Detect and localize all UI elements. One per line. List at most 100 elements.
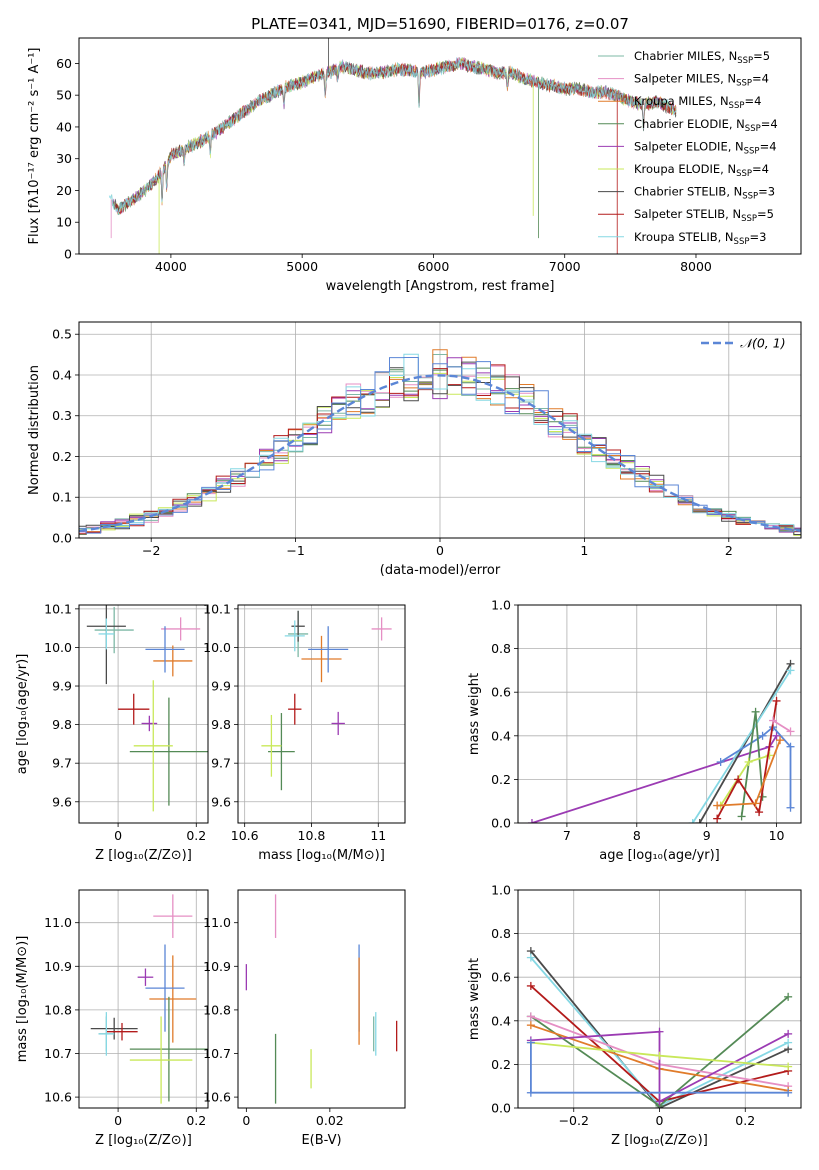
axes-frame [78,37,802,255]
x-tick-label: 0.02 [316,1113,344,1128]
errorbar-point [94,606,134,654]
x-tick-label: −2 [142,543,160,558]
histogram-step [79,357,801,533]
weight-marker [751,707,760,716]
weight-marker [784,1062,793,1071]
y-tick-label: 0.8 [491,641,511,656]
y-tick-label: 50 [56,88,72,103]
weight-marker [695,819,704,823]
x-tick-label: 0.2 [735,1113,755,1128]
weight-line [716,700,778,820]
weight-marker [772,731,781,740]
y-tick-label: 10.1 [203,601,231,616]
axes-frame [517,889,802,1109]
y-tick-label: 30 [56,151,72,166]
histogram-step [79,349,801,533]
y-tick-label: 0.6 [491,685,511,700]
age-weight-panel: 7 8 9 10 0.0 0.2 0.4 0.6 0.8 1.0 age [log₁₀(age/yr… [467,598,802,863]
weight-marker [786,742,795,751]
y-tick-label: 0 [64,247,72,262]
errorbar-point [129,996,208,1102]
errorbar-point [153,645,193,677]
y-axis-label: Flux [fλ10⁻¹⁷ erg cm⁻² s⁻¹ A⁻¹] [27,48,42,245]
histogram-step [79,361,801,535]
x-axis-label: age [log₁₀(age/yr)] [599,848,720,863]
weight-marker [786,803,795,812]
x-tick-label: 0 [114,828,122,843]
weight-marker [526,1021,535,1030]
y-tick-label: 10.9 [44,959,72,974]
spectrum-panel: 4000 5000 6000 7000 8000 0 10 20 30 40 50 60 wavelen… [27,37,802,294]
mass-age-panel: 10.6 10.8 11 9.6 9.7 9.8 9.9 10.0 10.1 mass [log₁… [203,601,406,863]
y-axis-label: mass weight [467,673,482,755]
y-tick-label: 0.4 [491,728,511,743]
x-tick-label: 0.2 [186,828,206,843]
axes-frame [78,604,209,824]
y-tick-label: 0.1 [52,490,72,505]
x-tick-label: 10.8 [298,828,326,843]
errorbar-point [133,680,173,812]
axes-frame [78,321,802,539]
errorbar-point [98,618,115,650]
weight-marker [737,812,746,821]
weight-marker [755,808,764,817]
histogram-step [79,357,801,534]
weight-line [530,950,789,1108]
z-weight-panel: −0.2 0 0.2 0.0 0.2 0.4 0.6 0.8 1.0 Z [log₁₀(Z/Z⊙)… [467,883,802,1148]
errorbar-point [268,713,295,791]
weight-marker [526,1038,535,1047]
weight-marker [526,1088,535,1097]
gaussian-curve [78,374,802,533]
y-tick-label: 40 [56,119,72,134]
y-tick-label: 11.0 [203,915,231,930]
weight-line [691,669,792,823]
y-tick-label: 0.0 [52,531,72,546]
y-tick-label: 9.9 [211,679,231,694]
x-tick-label: 0 [436,543,444,558]
errorbar-point [371,617,392,641]
errorbar-point [301,635,342,683]
legend-label: Salpeter ELODIE, NSSP=4 [634,139,777,156]
y-axis-label: Normed distribution [27,365,42,495]
errorbar-point [288,693,302,725]
y-tick-label: 20 [56,183,72,198]
legend-label: Chabrier MILES, NSSP=5 [634,49,770,66]
x-tick-label: 0 [114,1113,122,1128]
errorbar-point [129,1016,193,1104]
weight-line [772,719,791,733]
y-tick-label: 9.7 [211,756,231,771]
x-tick-label: 8000 [680,259,712,274]
errorbar-point [153,894,193,938]
x-tick-label: 1 [580,543,588,558]
weight-marker [688,819,697,823]
y-tick-label: 10.0 [203,640,231,655]
y-tick-label: 10 [56,215,72,230]
residuals-panel: −2 −1 0 1 2 0.0 0.1 0.2 0.3 0.4 0.5 (data-model)/er… [27,321,802,578]
x-tick-label: 0.2 [186,1113,206,1128]
legend-label: Kroupa STELIB, NSSP=3 [634,230,766,247]
y-tick-label: 0.4 [52,367,72,382]
errorbar-point [118,693,150,725]
y-axis-label: mass weight [467,958,482,1040]
y-tick-label: 10.9 [203,959,231,974]
ebv-mass-panel: 0 0.02 10.6 10.7 10.8 10.9 11.0 E(B-V) [203,889,406,1148]
weight-marker [744,757,753,766]
axes-frame [78,889,209,1109]
weight-marker [758,731,767,740]
errorbar-point [90,1017,138,1040]
y-tick-label: 0.5 [52,327,72,342]
weight-marker [776,736,785,745]
y-tick-label: 9.7 [52,756,72,771]
axes-frame [237,889,406,1109]
x-axis-label: E(B-V) [301,1133,341,1148]
errorbar-point [106,1022,138,1041]
y-tick-label: 9.6 [211,794,231,809]
weight-marker [655,1051,664,1060]
x-axis-label: mass [log₁₀(M/M⊙)] [258,848,385,863]
y-tick-label: 10.1 [44,601,72,616]
weight-line [530,1030,789,1103]
errorbar-point [331,711,345,736]
weight-marker [786,727,795,736]
x-tick-label: 10 [769,828,785,843]
